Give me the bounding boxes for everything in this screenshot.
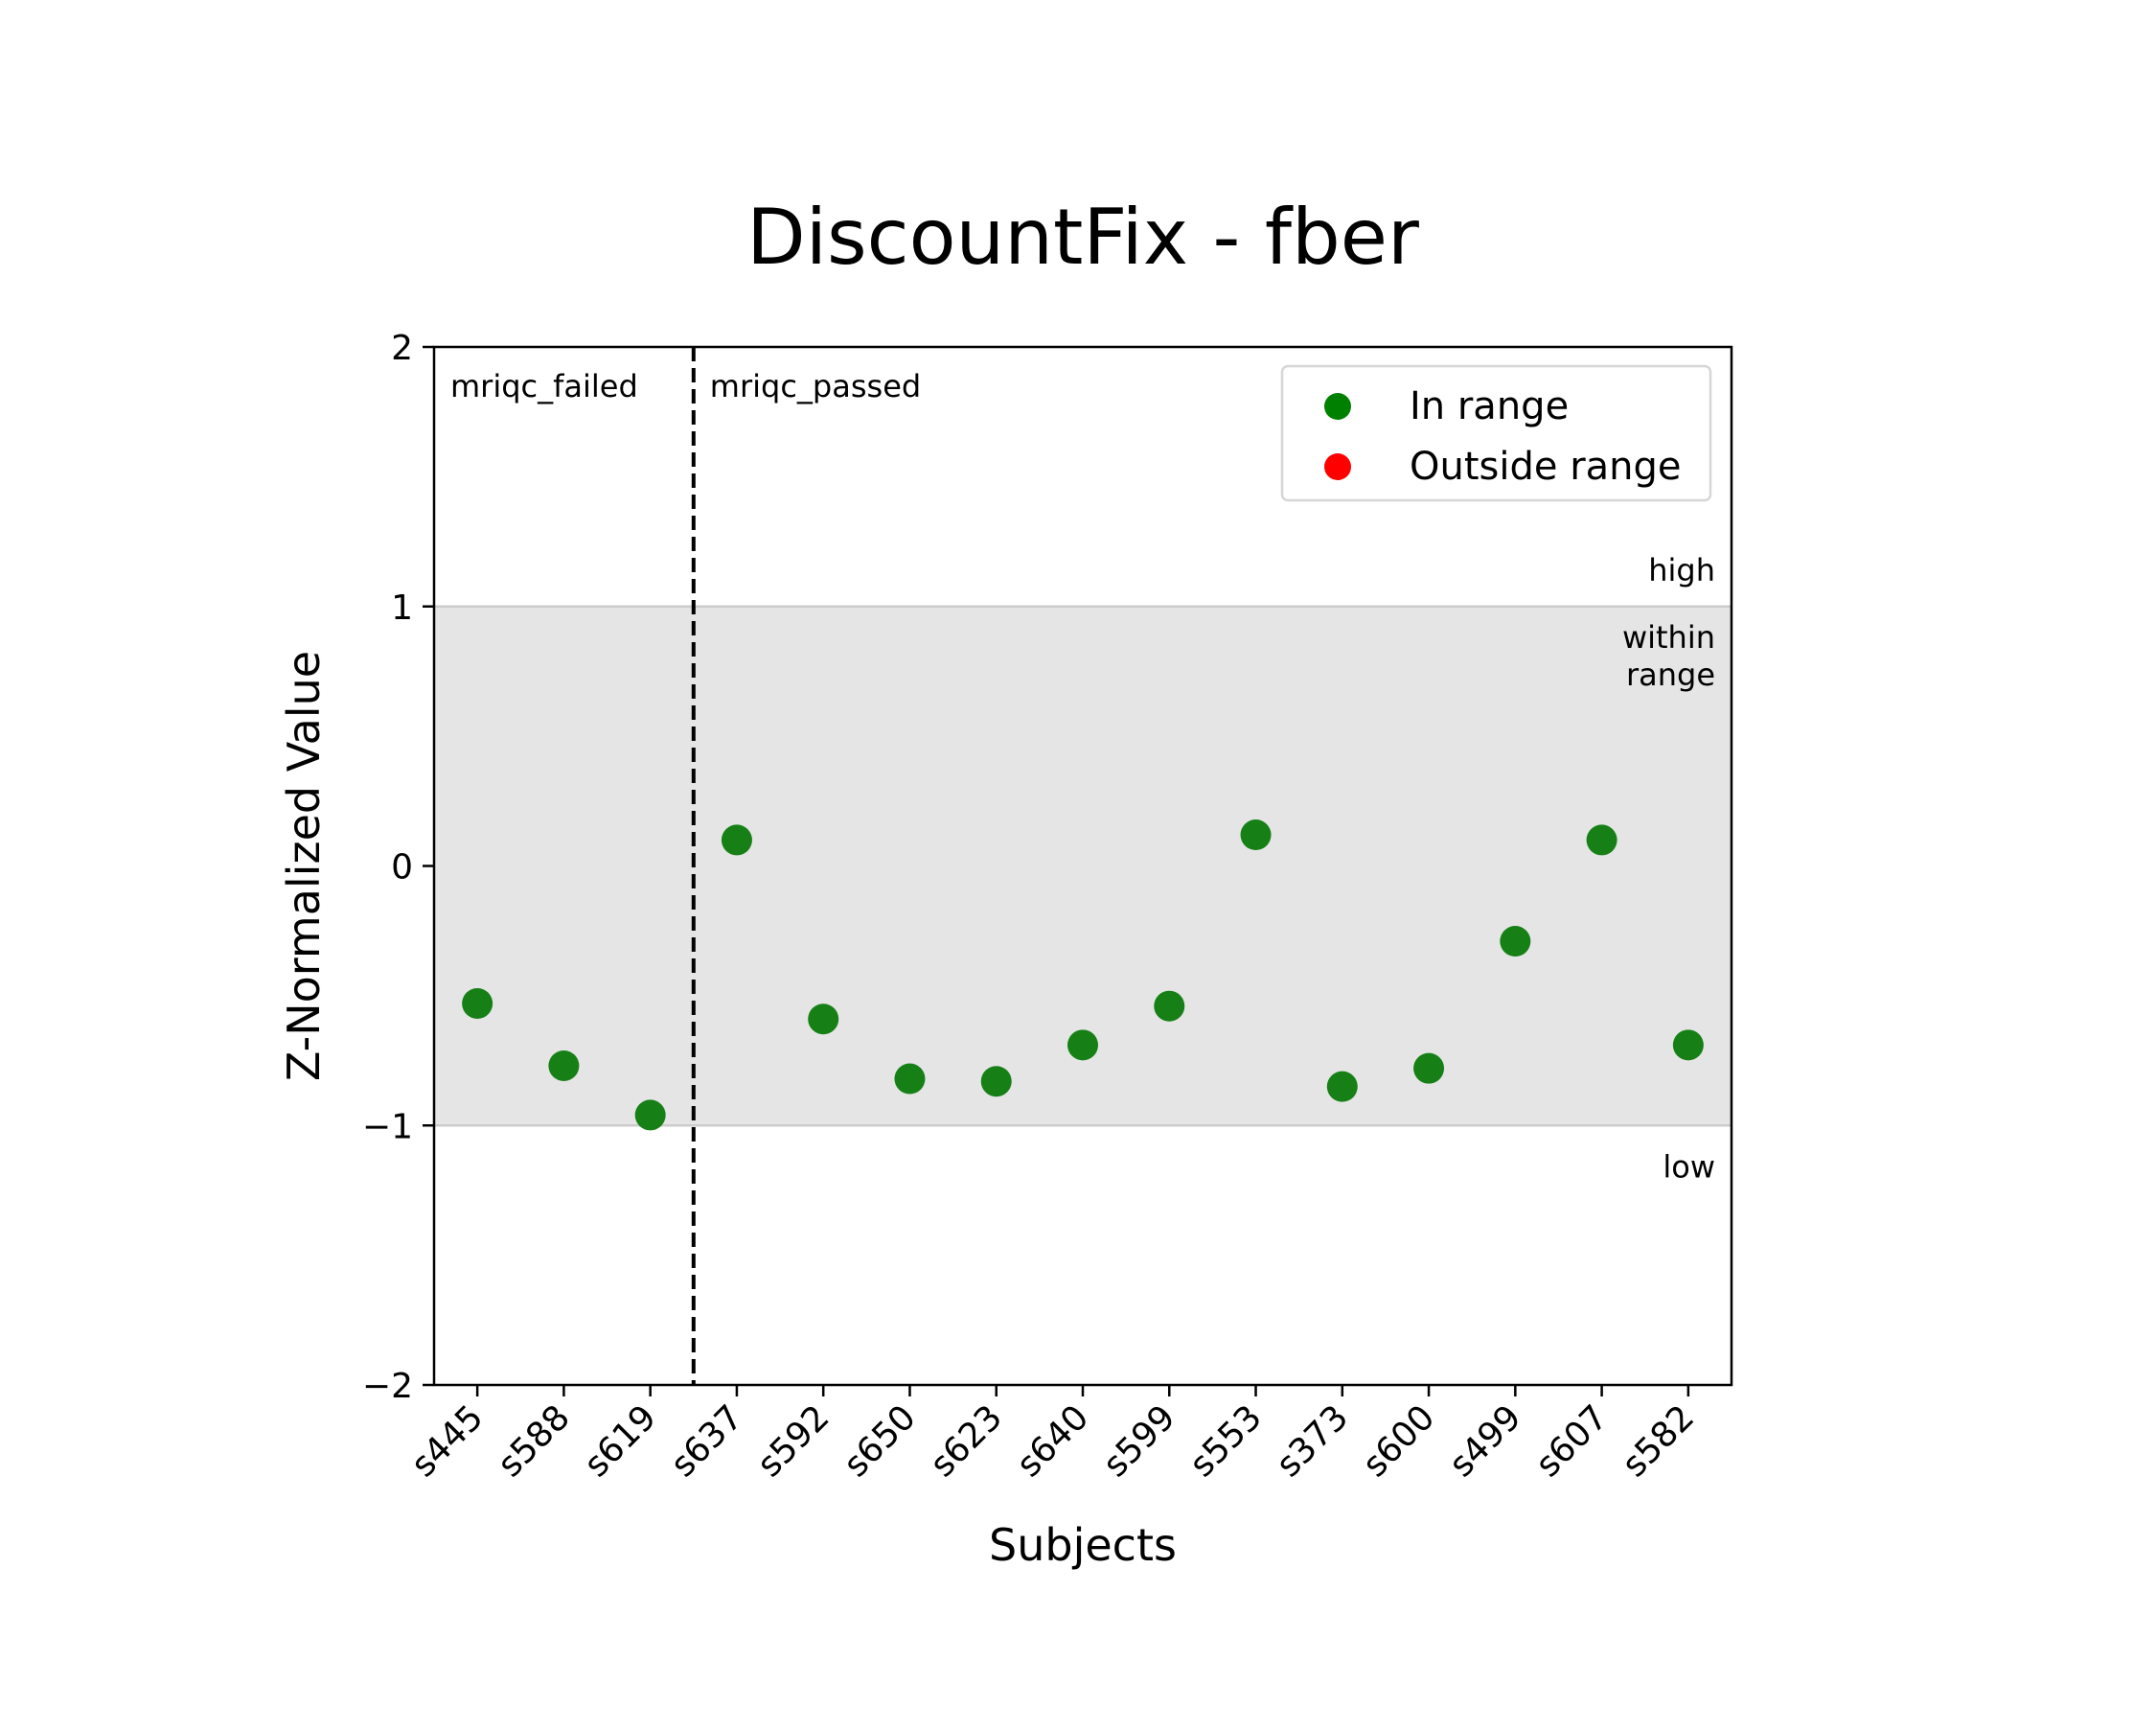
data-point — [1067, 1029, 1098, 1061]
data-point — [1326, 1071, 1358, 1102]
legend-marker-outside-range — [1324, 453, 1351, 480]
range-label-within: within — [1622, 619, 1715, 656]
y-tick-label: 1 — [391, 588, 413, 628]
range-label-range: range — [1626, 657, 1715, 693]
data-point — [548, 1050, 580, 1081]
data-point — [1500, 926, 1531, 957]
group-label-mriqc-failed: mriqc_failed — [450, 368, 638, 404]
legend: In range Outside range — [1280, 364, 1712, 502]
y-tick-label: −1 — [362, 1107, 413, 1146]
x-axis-label: Subjects — [989, 1519, 1177, 1571]
legend-marker-in-range — [1324, 393, 1351, 420]
legend-label-in-range: In range — [1410, 384, 1569, 428]
legend-label-outside-range: Outside range — [1410, 445, 1682, 489]
range-label-high: high — [1648, 552, 1715, 588]
data-point — [894, 1063, 926, 1095]
y-tick-label: 0 — [391, 848, 413, 888]
y-tick-label: 2 — [391, 329, 413, 368]
legend-box — [1280, 364, 1712, 502]
y-axis-ticks: 2 1 0 −1 −2 — [362, 329, 434, 1406]
data-point — [1586, 824, 1617, 856]
data-point — [634, 1099, 666, 1131]
range-label-low: low — [1663, 1148, 1715, 1185]
data-point — [462, 987, 493, 1019]
data-point — [721, 824, 752, 856]
data-point — [1240, 819, 1272, 851]
data-point — [1154, 990, 1185, 1022]
data-point — [1672, 1029, 1704, 1061]
data-point — [1413, 1052, 1445, 1084]
chart-title: DiscountFix - fber — [746, 193, 1419, 282]
data-points — [462, 819, 1704, 1131]
data-point — [808, 1003, 839, 1035]
group-label-mriqc-passed: mriqc_passed — [710, 368, 921, 404]
y-axis-label: Z-Normalized Value — [278, 651, 330, 1081]
y-tick-label: −2 — [362, 1367, 413, 1406]
plot-frame — [432, 345, 1733, 1387]
data-point — [980, 1066, 1012, 1097]
